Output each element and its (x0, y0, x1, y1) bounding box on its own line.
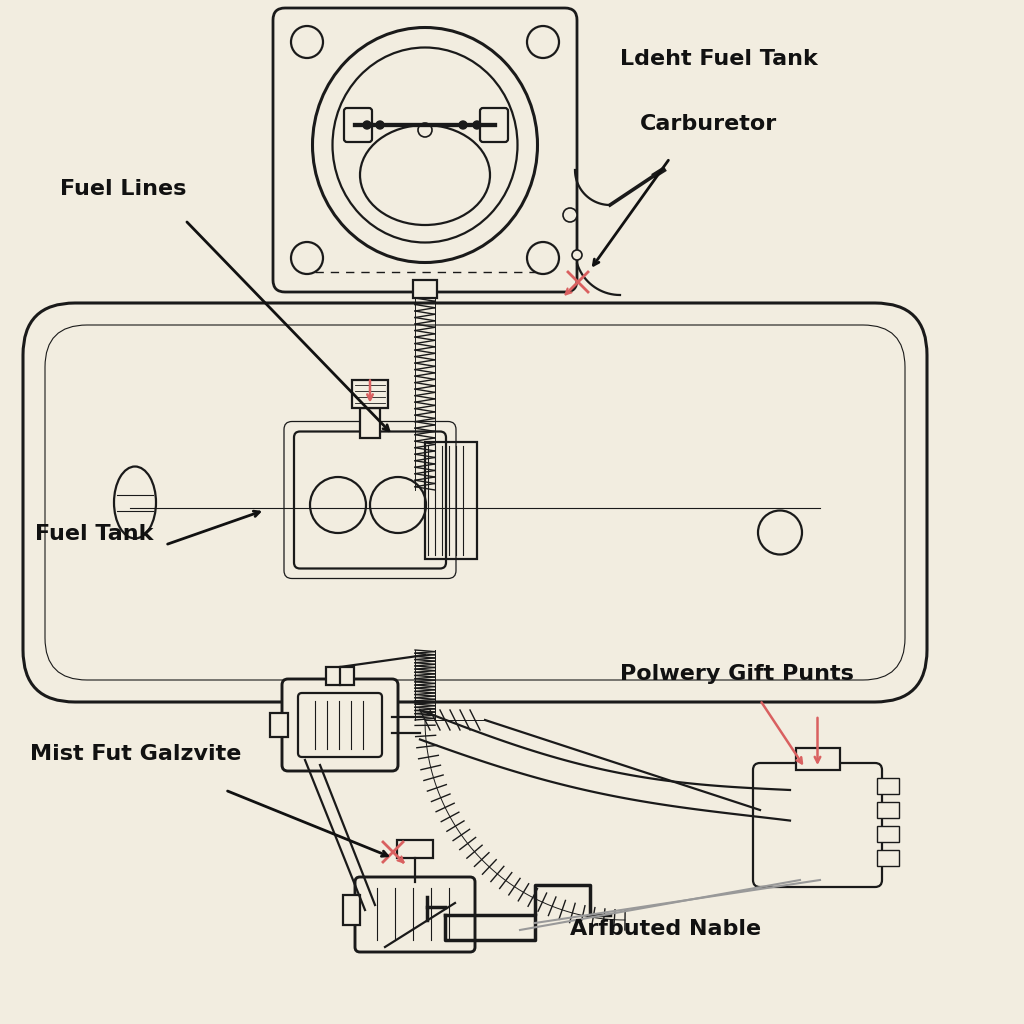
Text: Carburetor: Carburetor (640, 114, 777, 134)
Text: Fuel Tank: Fuel Tank (35, 524, 154, 544)
Circle shape (563, 208, 577, 222)
Text: Fuel Lines: Fuel Lines (60, 179, 186, 199)
Bar (877, 778, 899, 794)
Circle shape (572, 250, 582, 260)
FancyBboxPatch shape (298, 693, 382, 757)
Text: Polwery Gift Punts: Polwery Gift Punts (620, 664, 854, 684)
FancyBboxPatch shape (282, 679, 398, 771)
Bar (352, 380, 388, 408)
FancyBboxPatch shape (355, 877, 475, 952)
Circle shape (459, 121, 467, 129)
Bar (877, 826, 899, 842)
Circle shape (527, 26, 559, 58)
FancyBboxPatch shape (273, 8, 577, 292)
Bar (270, 713, 288, 737)
Ellipse shape (312, 28, 538, 262)
Circle shape (362, 121, 371, 129)
Ellipse shape (114, 467, 156, 539)
Bar (877, 802, 899, 818)
FancyBboxPatch shape (480, 108, 508, 142)
Circle shape (527, 242, 559, 274)
Circle shape (473, 121, 481, 129)
Bar (343, 895, 360, 925)
Circle shape (376, 121, 384, 129)
Circle shape (758, 511, 802, 555)
Bar (413, 280, 437, 298)
Circle shape (291, 242, 323, 274)
Circle shape (310, 477, 366, 534)
Bar (796, 748, 840, 770)
Bar (425, 441, 477, 558)
FancyBboxPatch shape (294, 431, 446, 568)
FancyBboxPatch shape (344, 108, 372, 142)
Bar (326, 667, 354, 685)
Text: Mist Fut Galzvite: Mist Fut Galzvite (30, 744, 242, 764)
Circle shape (370, 477, 426, 534)
FancyBboxPatch shape (23, 303, 927, 702)
Circle shape (418, 123, 432, 137)
Circle shape (291, 26, 323, 58)
Ellipse shape (333, 47, 517, 243)
Bar (397, 840, 433, 858)
Bar (360, 408, 380, 437)
Text: Arfbuted Nable: Arfbuted Nable (570, 919, 761, 939)
FancyBboxPatch shape (753, 763, 882, 887)
Text: Ldeht Fuel Tank: Ldeht Fuel Tank (620, 49, 818, 69)
Bar (877, 850, 899, 866)
